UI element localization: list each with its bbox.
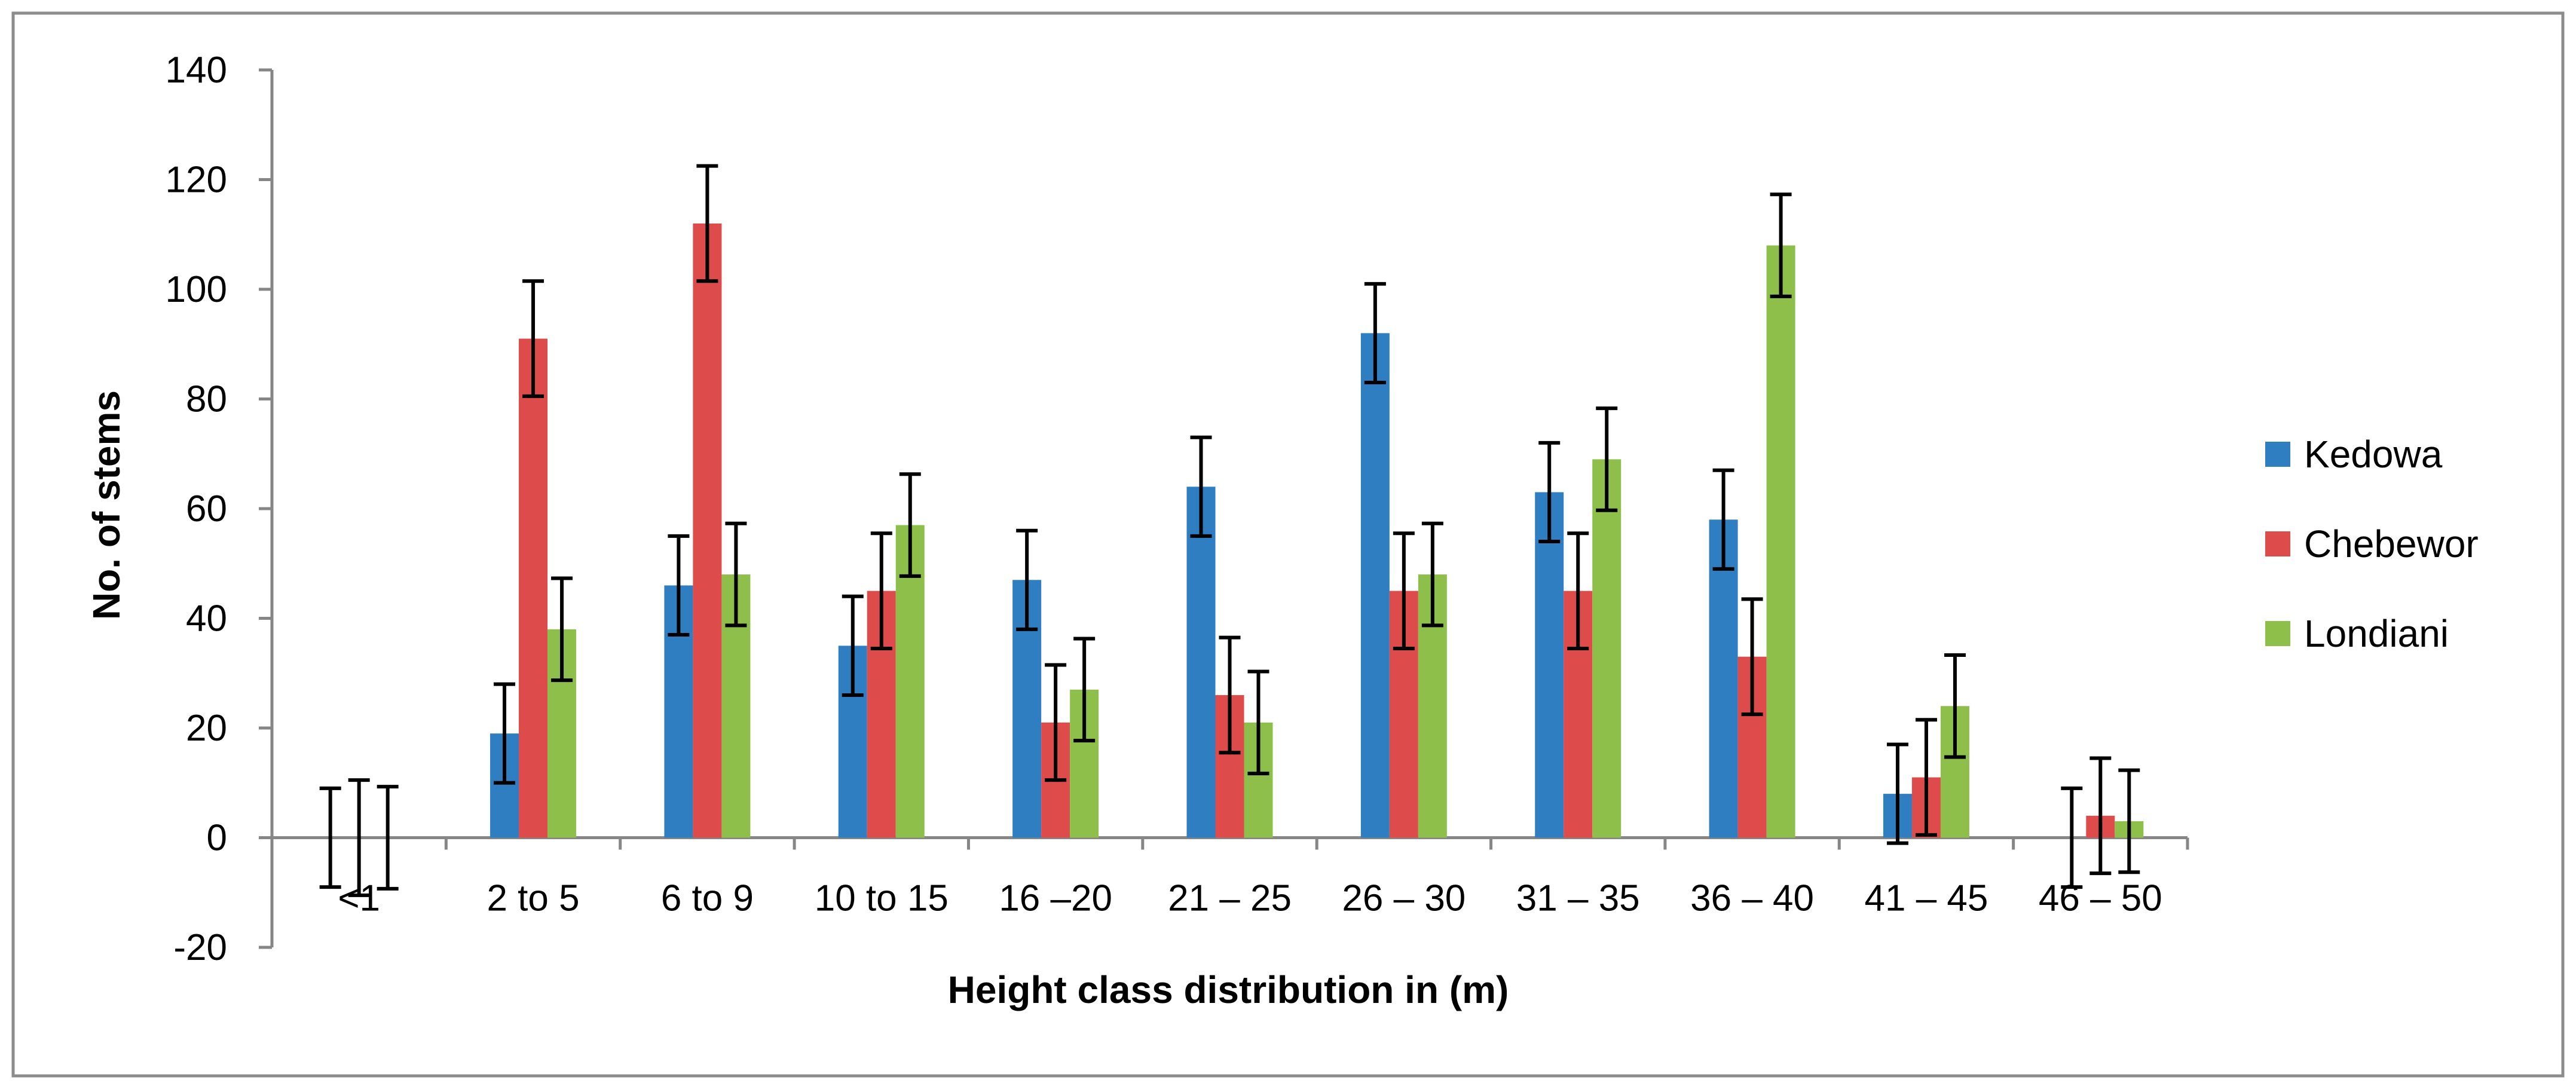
y-tick-label: 20 bbox=[186, 708, 227, 749]
y-axis-title: No. of stems bbox=[85, 390, 128, 620]
y-tick-label: 100 bbox=[166, 269, 227, 310]
x-tick-label: 31 – 35 bbox=[1516, 878, 1640, 919]
x-tick-label: 46 – 50 bbox=[2039, 878, 2162, 919]
legend-swatch-londiani bbox=[2265, 621, 2290, 646]
y-tick-label: 60 bbox=[186, 488, 227, 530]
bar-kedowa bbox=[1360, 333, 1390, 838]
bar-londiani bbox=[1766, 245, 1795, 838]
legend-label-londiani: Londiani bbox=[2304, 612, 2449, 655]
legend-label-kedowa: Kedowa bbox=[2304, 433, 2443, 476]
bar-kedowa bbox=[1186, 487, 1216, 838]
x-tick-label: 41 – 45 bbox=[1865, 878, 1988, 919]
x-tick-label: 6 to 9 bbox=[661, 878, 754, 919]
x-tick-label: 10 to 15 bbox=[815, 878, 949, 919]
x-tick-label: 21 – 25 bbox=[1168, 878, 1292, 919]
x-tick-label: 2 to 5 bbox=[487, 878, 579, 919]
y-tick-label: -20 bbox=[173, 927, 227, 968]
bar-chebewor bbox=[519, 338, 548, 838]
y-tick-label: 80 bbox=[186, 379, 227, 420]
legend-label-chebewor: Chebewor bbox=[2304, 522, 2479, 565]
y-tick-label: 40 bbox=[186, 598, 227, 640]
x-tick-label: 36 – 40 bbox=[1690, 878, 1814, 919]
y-tick-label: 140 bbox=[166, 50, 227, 91]
x-axis-title: Height class distribution in (m) bbox=[948, 968, 1509, 1011]
y-tick-label: 120 bbox=[166, 160, 227, 201]
legend-swatch-kedowa bbox=[2265, 442, 2290, 467]
bar-kedowa bbox=[1709, 519, 1738, 838]
x-tick-label: <1 bbox=[338, 878, 380, 919]
legend-swatch-chebewor bbox=[2265, 531, 2290, 556]
bar-chebewor bbox=[693, 223, 722, 838]
legend: Kedowa Chebewor Londiani bbox=[2265, 433, 2479, 655]
bar-londiani bbox=[1592, 459, 1622, 838]
x-tick-label: 26 – 30 bbox=[1342, 878, 1466, 919]
plot-area: -20 0 20 40 60 80 100 120 140 <1 2 to 5 6 to 9 10 to… bbox=[166, 50, 2189, 968]
y-tick-label: 0 bbox=[207, 818, 227, 859]
chart-border bbox=[11, 11, 2565, 1078]
x-tick-label: 16 –20 bbox=[999, 878, 1112, 919]
bar-kedowa bbox=[1535, 492, 1564, 838]
